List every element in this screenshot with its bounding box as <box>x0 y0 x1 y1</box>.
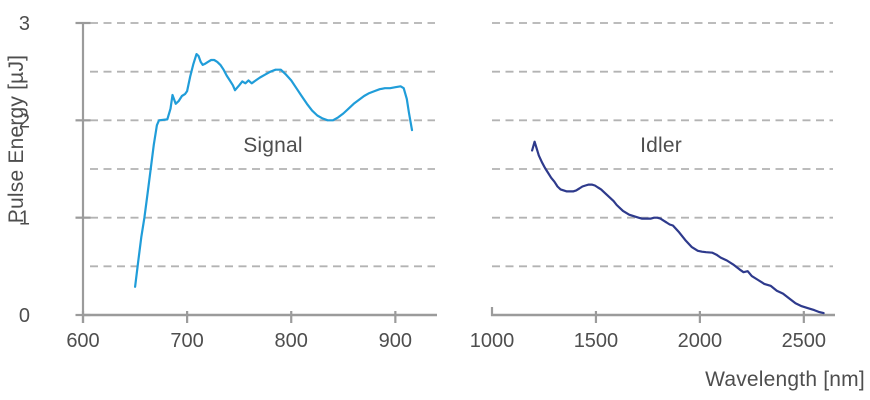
y-tick-label: 2 <box>19 110 30 132</box>
x-tick-label: 700 <box>170 330 203 352</box>
x-axis-title: Wavelength [nm] <box>705 368 865 391</box>
x-tick-label: 1500 <box>574 330 619 352</box>
idler-series-label: Idler <box>640 134 682 157</box>
y-tick-label: 0 <box>19 305 30 327</box>
x-tick-label: 900 <box>379 330 412 352</box>
x-tick-label: 600 <box>66 330 99 352</box>
x-tick-label: 800 <box>275 330 308 352</box>
signal-curve <box>134 53 414 288</box>
y-tick-label: 1 <box>19 208 30 230</box>
x-tick-label: 2000 <box>678 330 723 352</box>
signal-series-label: Signal <box>243 134 303 157</box>
x-tick-label: 2500 <box>782 330 827 352</box>
y-axis-title: Pulse Energy [µJ] <box>5 54 28 224</box>
y-tick-label: 3 <box>19 13 30 35</box>
idler-curve <box>531 140 825 315</box>
x-tick-label: 1000 <box>470 330 515 352</box>
